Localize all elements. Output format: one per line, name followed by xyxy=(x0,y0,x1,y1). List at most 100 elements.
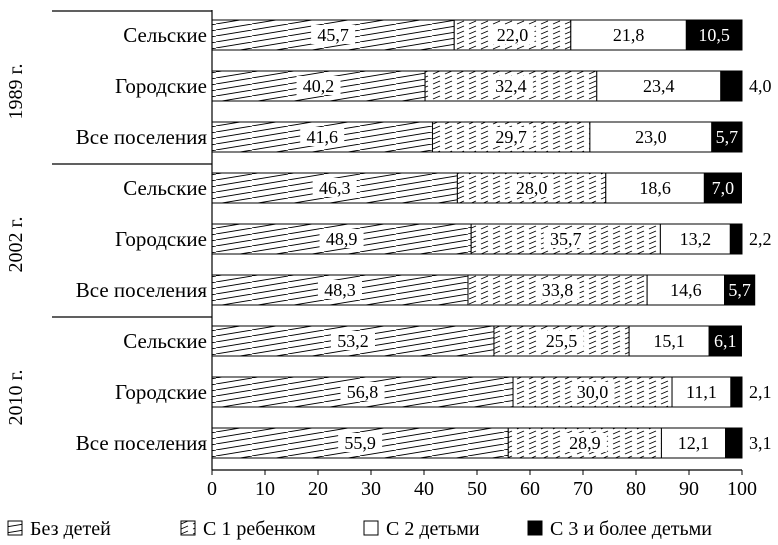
bar-segment xyxy=(660,427,727,459)
bar-segment xyxy=(708,325,742,357)
data-label-background xyxy=(562,433,607,452)
data-label: 11,1 xyxy=(686,382,717,402)
category-label: Все поселения xyxy=(76,278,208,302)
bar-segment xyxy=(729,223,743,255)
bar-segment xyxy=(711,121,743,153)
data-label: 2,1 xyxy=(749,382,772,402)
x-tick-label: 50 xyxy=(467,478,487,500)
data-label-background xyxy=(300,127,345,146)
legend-swatch xyxy=(527,520,543,536)
bar-segment xyxy=(671,376,732,408)
x-tick-label: 40 xyxy=(414,478,434,500)
category-label: Городские xyxy=(115,74,207,98)
data-label: 29,7 xyxy=(495,127,527,147)
bar-segment xyxy=(685,19,743,51)
bar-segment xyxy=(720,70,743,102)
bar-segment xyxy=(724,274,756,306)
data-label-background xyxy=(535,280,580,299)
data-label: 22,0 xyxy=(497,25,529,45)
data-label: 30,0 xyxy=(577,382,609,402)
bar-segment xyxy=(725,427,743,459)
legend-label: С 2 детьми xyxy=(386,518,480,540)
data-label: 35,7 xyxy=(550,229,582,249)
data-label: 4,0 xyxy=(749,76,772,96)
data-label-background xyxy=(490,25,535,44)
data-label-background xyxy=(488,76,533,95)
data-label-background xyxy=(509,178,554,197)
data-label-background xyxy=(296,76,341,95)
data-label-background xyxy=(319,229,364,248)
data-label: 7,0 xyxy=(712,178,735,198)
data-label-background xyxy=(489,127,534,146)
data-label: 25,5 xyxy=(546,331,578,351)
data-label: 3,1 xyxy=(749,433,772,453)
data-label: 2,2 xyxy=(749,229,772,249)
legend-label: С 3 и более детьми xyxy=(550,518,712,540)
data-label: 18,6 xyxy=(639,178,671,198)
x-tick-label: 90 xyxy=(679,478,699,500)
data-label: 48,3 xyxy=(324,280,356,300)
labels-layer: 1989 г. Сельские 45,7 22,0 21,8 10,5 Городские… xyxy=(5,23,772,455)
data-label-background xyxy=(340,382,385,401)
data-label-background xyxy=(317,280,362,299)
data-label-background xyxy=(570,382,615,401)
data-label: 48,9 xyxy=(326,229,358,249)
x-tick-label: 10 xyxy=(255,478,275,500)
group-label: 2002 г. xyxy=(5,217,27,273)
x-tick-label: 30 xyxy=(361,478,381,500)
x-tick-label: 60 xyxy=(520,478,540,500)
category-label: Городские xyxy=(115,380,207,404)
x-tick-label: 20 xyxy=(308,478,328,500)
data-label: 5,7 xyxy=(716,127,739,147)
category-label: Городские xyxy=(115,227,207,251)
data-label: 55,9 xyxy=(344,433,376,453)
data-label: 33,8 xyxy=(542,280,574,300)
category-label: Все поселения xyxy=(76,125,208,149)
category-label: Все поселения xyxy=(76,431,208,455)
category-label: Сельские xyxy=(123,329,207,353)
data-label: 21,8 xyxy=(613,25,645,45)
data-label-background xyxy=(312,178,357,197)
bar-segment xyxy=(570,19,687,51)
bar-segment xyxy=(596,70,722,102)
legend-swatch xyxy=(363,520,379,536)
data-label: 28,0 xyxy=(516,178,548,198)
x-tick-label: 100 xyxy=(727,478,757,500)
data-label: 6,1 xyxy=(714,331,737,351)
group-label: 1989 г. xyxy=(5,64,27,120)
data-label: 41,6 xyxy=(306,127,338,147)
data-label: 56,8 xyxy=(347,382,379,402)
category-label: Сельские xyxy=(123,23,207,47)
data-label: 5,7 xyxy=(728,280,751,300)
data-label: 40,2 xyxy=(303,76,335,96)
x-tick-label: 70 xyxy=(573,478,593,500)
bar-segment xyxy=(628,325,710,357)
legend-swatch xyxy=(180,520,196,536)
data-label: 46,3 xyxy=(319,178,351,198)
bar-segment xyxy=(659,223,731,255)
data-label-background xyxy=(543,229,588,248)
data-label: 32,4 xyxy=(495,76,527,96)
legend-swatch xyxy=(7,520,23,536)
x-axis: 0 10 20 30 40 50 60 70 80 90 100 xyxy=(52,10,757,500)
data-label-background xyxy=(338,433,383,452)
bar-segment xyxy=(589,121,713,153)
x-tick-label: 0 xyxy=(207,478,217,500)
data-label: 23,4 xyxy=(643,76,675,96)
data-label-background xyxy=(330,331,375,350)
data-label: 10,5 xyxy=(698,25,730,45)
data-label-background xyxy=(311,25,356,44)
category-label: Сельские xyxy=(123,176,207,200)
bar-segment xyxy=(703,172,742,204)
data-label: 15,1 xyxy=(653,331,685,351)
data-label-background xyxy=(539,331,584,350)
data-label: 23,0 xyxy=(635,127,667,147)
group-label: 2010 г. xyxy=(5,370,27,426)
bar-segment xyxy=(605,172,705,204)
bar-segment xyxy=(730,376,743,408)
data-label: 13,2 xyxy=(680,229,712,249)
data-label: 12,1 xyxy=(678,433,710,453)
legend: Без детей С 1 ребенком С 2 детьми С 3 и бол… xyxy=(7,518,712,540)
legend-label: Без детей xyxy=(30,518,111,540)
